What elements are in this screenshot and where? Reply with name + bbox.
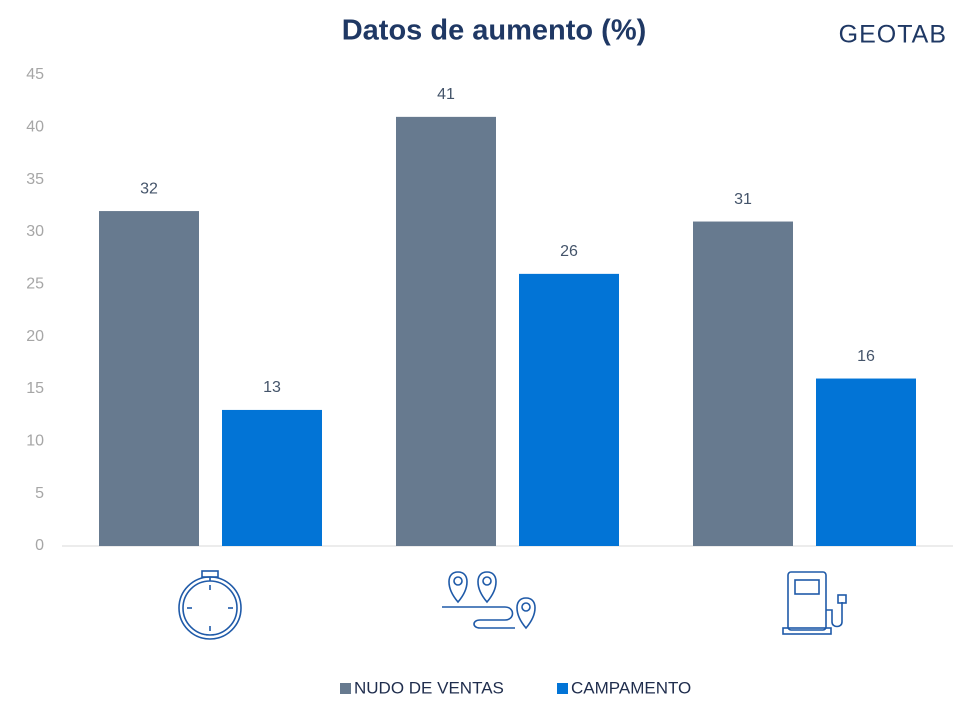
value-label: 26 bbox=[560, 243, 578, 260]
y-tick-label: 25 bbox=[26, 276, 44, 293]
fuel-icon bbox=[782, 571, 847, 635]
legend-swatch bbox=[340, 683, 351, 694]
y-tick-label: 30 bbox=[26, 223, 44, 240]
bar bbox=[396, 116, 496, 546]
bar bbox=[519, 273, 619, 546]
bar bbox=[693, 221, 793, 547]
bar bbox=[222, 409, 322, 546]
y-tick-label: 20 bbox=[26, 328, 44, 345]
legend-swatch bbox=[557, 683, 568, 694]
bar bbox=[816, 378, 916, 546]
stopwatch-icon bbox=[178, 570, 242, 640]
legend-label: CAMPAMENTO bbox=[571, 678, 691, 697]
logo: GEOTAB bbox=[839, 21, 947, 49]
y-tick-label: 35 bbox=[26, 171, 44, 188]
route-icon bbox=[442, 571, 536, 630]
value-label: 16 bbox=[857, 348, 875, 365]
y-tick-label: 0 bbox=[35, 537, 44, 554]
value-label: 41 bbox=[437, 86, 455, 103]
bar bbox=[99, 211, 199, 547]
y-tick-label: 45 bbox=[26, 66, 44, 83]
value-label: 13 bbox=[263, 379, 281, 396]
legend-label: NUDO DE VENTAS bbox=[354, 678, 504, 697]
chart-title: Datos de aumento (%) bbox=[342, 15, 647, 47]
y-tick-label: 15 bbox=[26, 380, 44, 397]
y-tick-label: 10 bbox=[26, 433, 44, 450]
value-label: 32 bbox=[140, 180, 158, 197]
value-label: 31 bbox=[734, 191, 752, 208]
y-tick-label: 5 bbox=[35, 485, 44, 502]
y-tick-label: 40 bbox=[26, 119, 44, 136]
